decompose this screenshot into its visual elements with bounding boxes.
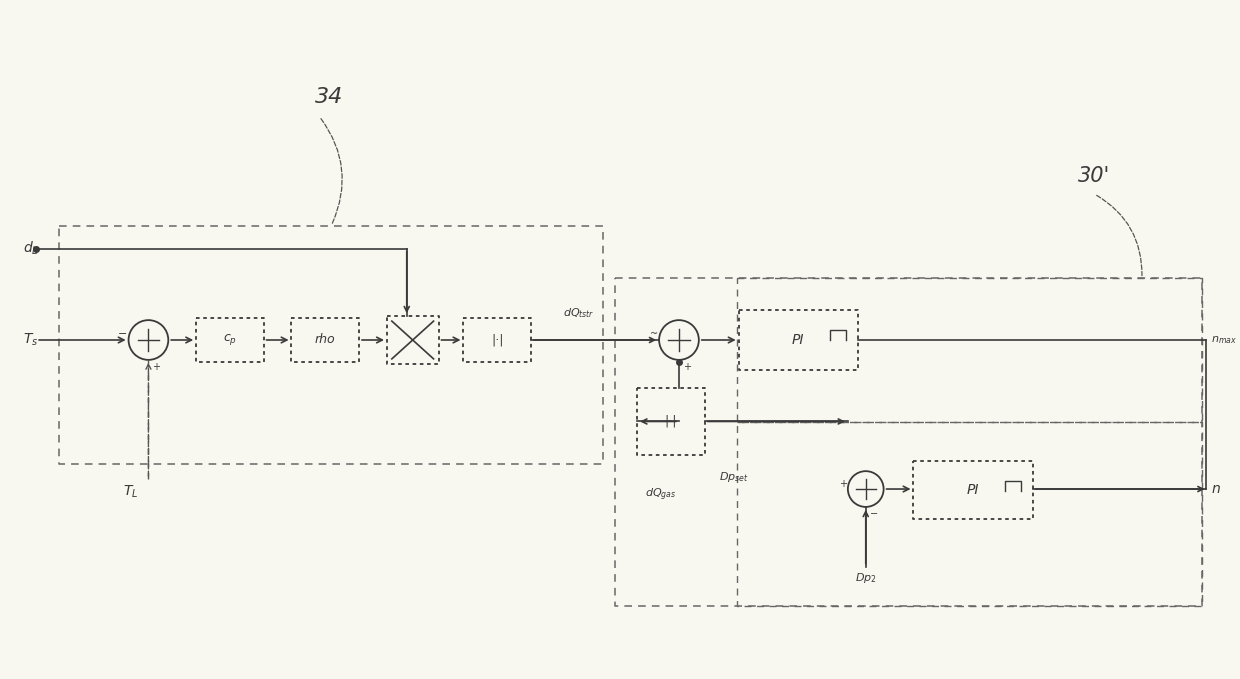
Text: −: − (118, 329, 128, 339)
Text: ~: ~ (650, 329, 658, 339)
Text: $dQ_{gas}$: $dQ_{gas}$ (645, 487, 677, 503)
Text: $d_L$: $d_L$ (24, 240, 38, 257)
Text: |·|: |·| (491, 333, 503, 346)
Text: |·|: |·| (665, 415, 677, 428)
Text: $T_L$: $T_L$ (123, 484, 139, 500)
Text: $dQ_{tstr}$: $dQ_{tstr}$ (563, 306, 594, 320)
Text: +: + (839, 479, 847, 489)
Text: $c_p$: $c_p$ (223, 333, 237, 348)
Text: 30': 30' (1078, 166, 1110, 186)
Text: $Dp_2$: $Dp_2$ (854, 572, 877, 585)
Text: PI: PI (967, 483, 980, 497)
Text: $n$: $n$ (1210, 482, 1220, 496)
Text: $T_s$: $T_s$ (24, 332, 38, 348)
Text: $n_{max}$: $n_{max}$ (1210, 334, 1236, 346)
Text: PI: PI (792, 333, 805, 347)
Text: +: + (153, 362, 160, 372)
Text: +: + (683, 362, 691, 372)
Text: −: − (869, 509, 878, 519)
Text: rho: rho (315, 333, 336, 346)
Text: 34: 34 (315, 87, 343, 107)
Text: $Dp_{set}$: $Dp_{set}$ (719, 470, 749, 484)
